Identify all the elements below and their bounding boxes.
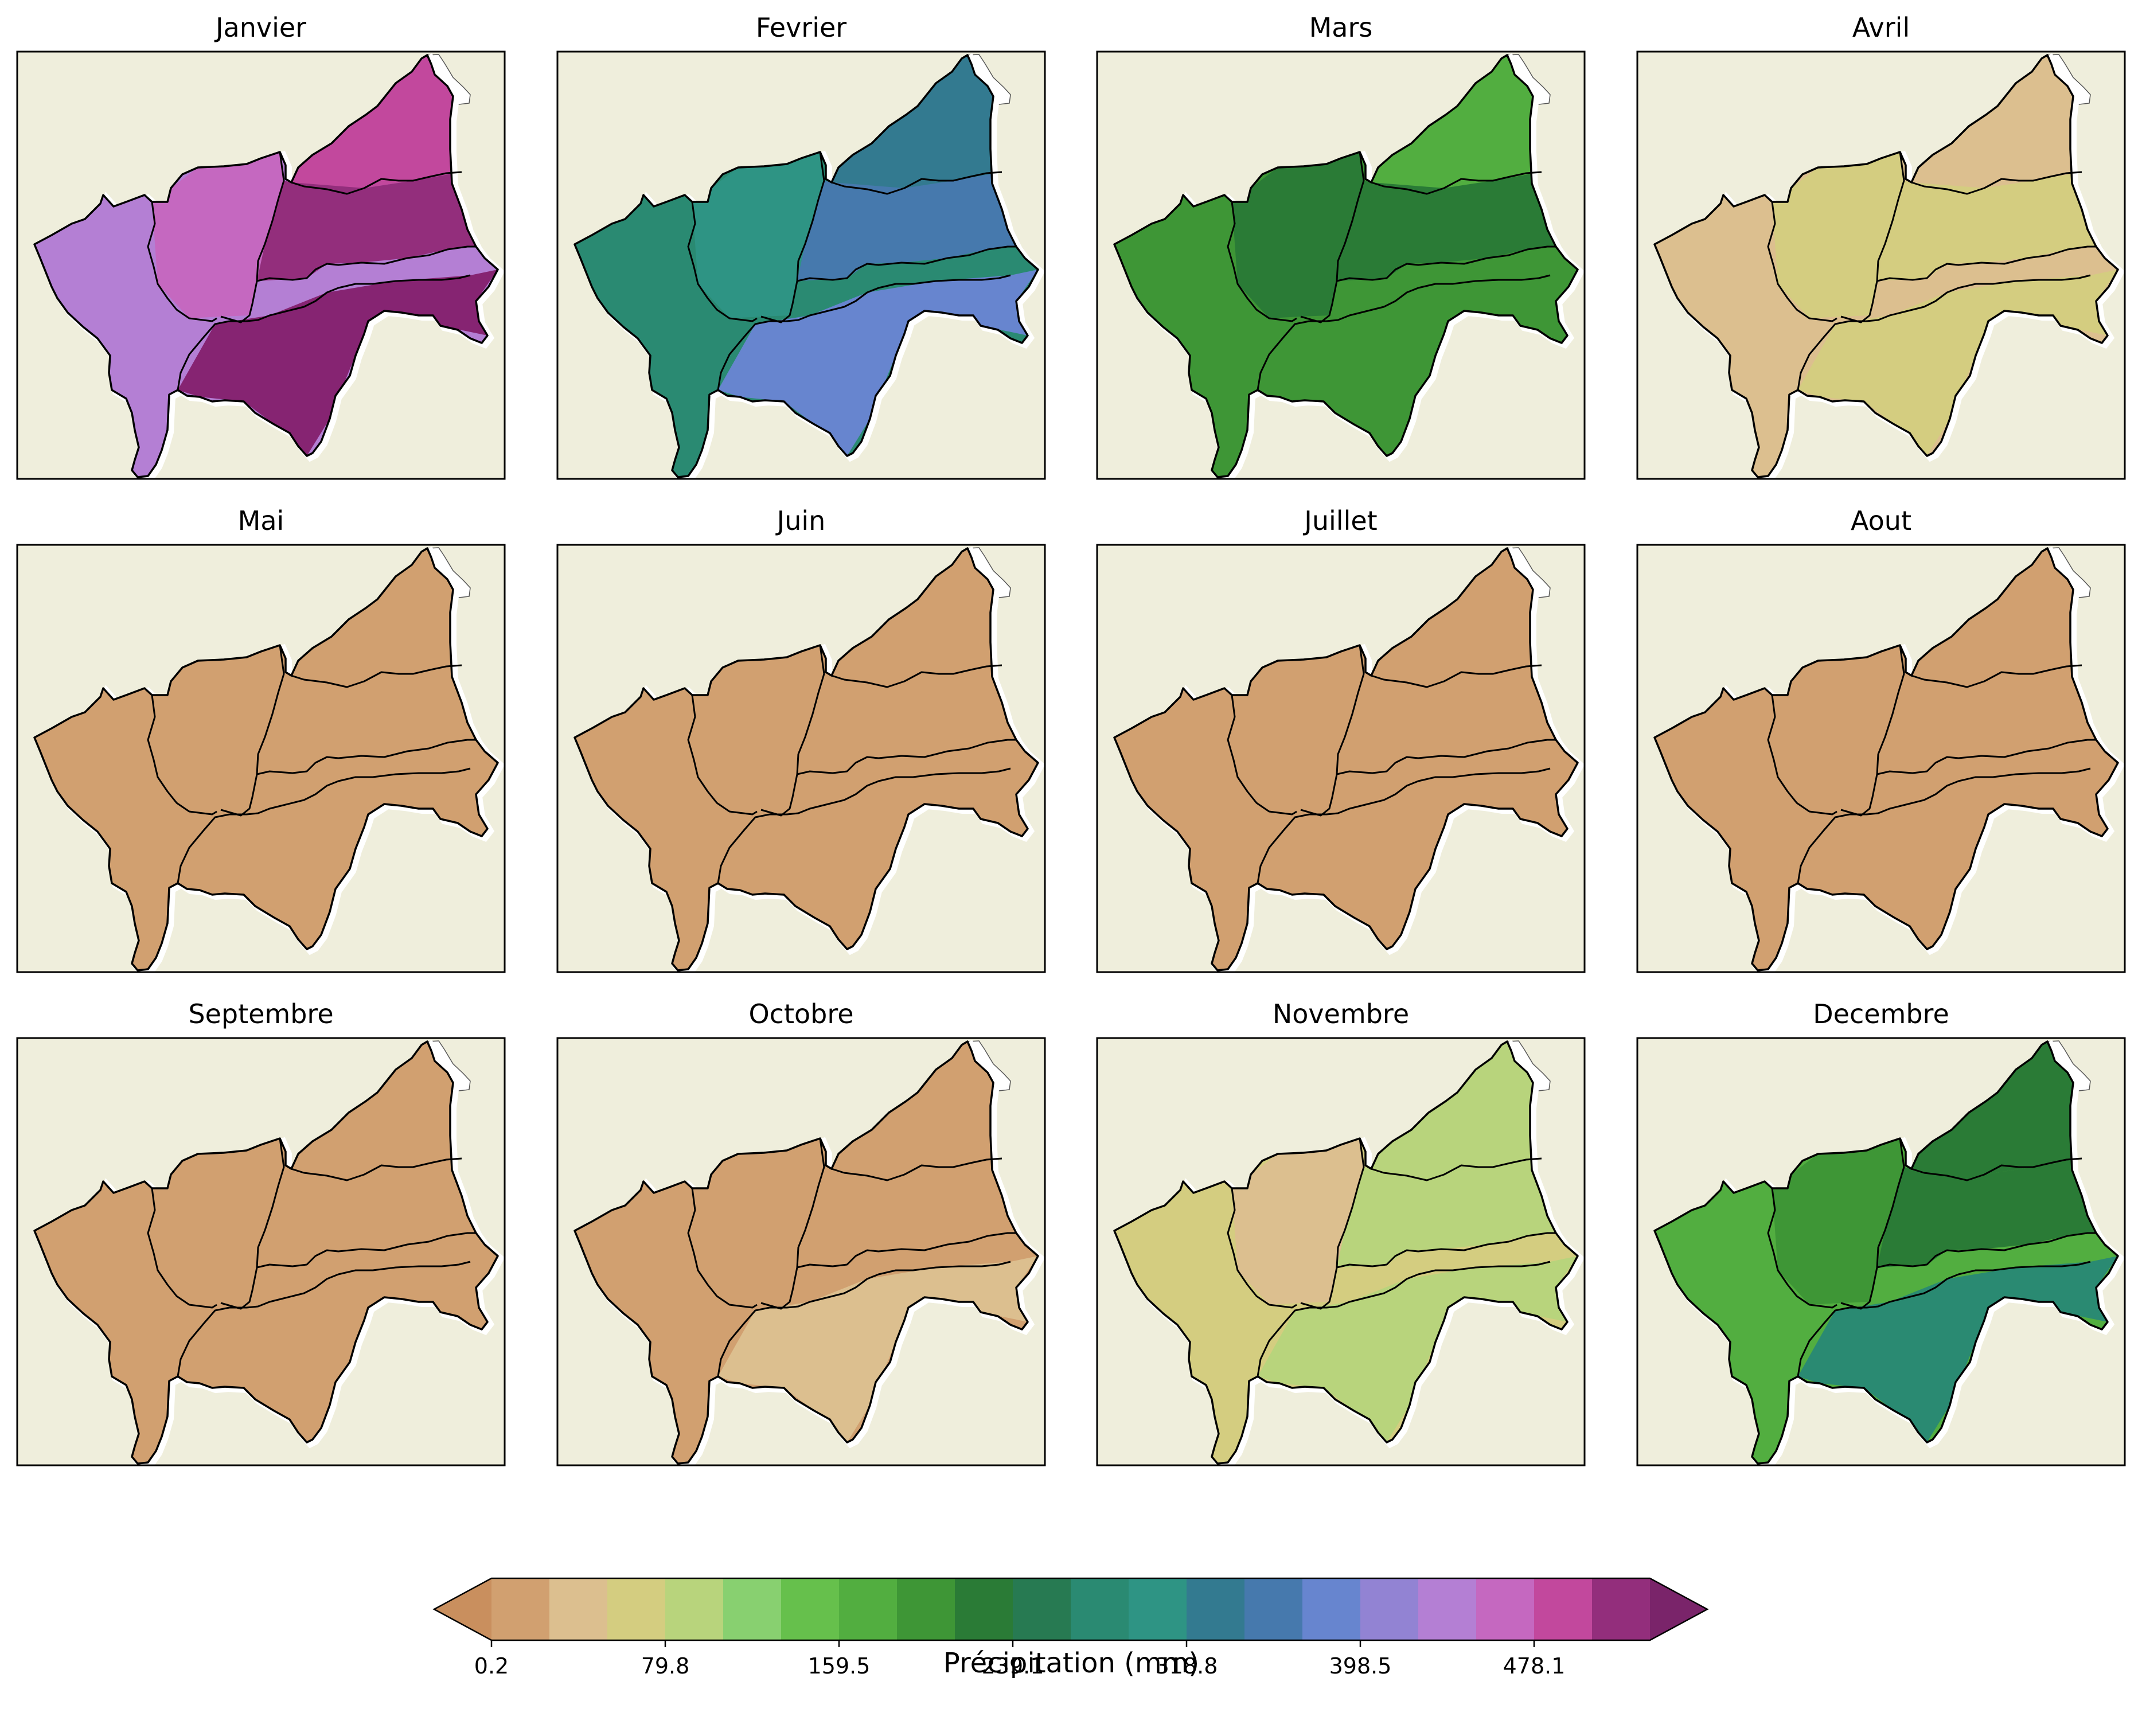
colorbar-segment: [723, 1578, 782, 1640]
colorbar-segment: [955, 1578, 1013, 1640]
map-title-octobre: Octobre: [748, 998, 853, 1029]
colorbar-tick-label: 0.2: [474, 1653, 509, 1679]
map-frame: [556, 544, 1046, 973]
colorbar-extend-high: [1650, 1578, 1707, 1640]
map-title-mai: Mai: [238, 505, 284, 536]
colorbar-tick-label: 79.8: [641, 1653, 690, 1679]
colorbar-segments: [432, 1577, 1709, 1641]
map-title-avril: Avril: [1852, 12, 1910, 43]
colorbar-segment: [665, 1578, 724, 1640]
colorbar: 0.2 79.8 159.5 239.1 318.8 398.5 478.1 Précipi…: [432, 1577, 1709, 1679]
map-title-decembre: Decembre: [1813, 998, 1949, 1029]
map-panel-avril: Avril: [1636, 12, 2126, 480]
colorbar-segment: [1592, 1578, 1651, 1640]
map-title-mars: Mars: [1309, 12, 1373, 43]
colorbar-segment: [1244, 1578, 1303, 1640]
colorbar-segment: [1418, 1578, 1477, 1640]
map-frame: [1636, 1037, 2126, 1466]
map-title-aout: Aout: [1851, 505, 1911, 536]
map-frame: [16, 50, 506, 480]
map-panel-octobre: Octobre: [556, 998, 1046, 1466]
colorbar-segment: [781, 1578, 840, 1640]
colorbar-segment: [1013, 1578, 1071, 1640]
colorbar-segment: [549, 1578, 608, 1640]
map-panel-novembre: Novembre: [1096, 998, 1586, 1466]
colorbar-ticks: 0.2 79.8 159.5 239.1 318.8 398.5 478.1: [474, 1640, 1566, 1679]
map-title-fevrier: Fevrier: [756, 12, 846, 43]
colorbar-segment: [1476, 1578, 1535, 1640]
map-frame: [1096, 1037, 1586, 1466]
map-frame: [16, 1037, 506, 1466]
map-panel-juillet: Juillet: [1096, 505, 1586, 973]
map-frame: [556, 1037, 1046, 1466]
colorbar-segment: [1071, 1578, 1129, 1640]
map-panel-mars: Mars: [1096, 12, 1586, 480]
map-panel-aout: Aout: [1636, 505, 2126, 973]
colorbar-segment: [1302, 1578, 1361, 1640]
colorbar-segment: [1534, 1578, 1593, 1640]
map-frame: [1636, 544, 2126, 973]
map-title-juin: Juin: [775, 505, 826, 536]
colorbar-segment: [1187, 1578, 1245, 1640]
colorbar-label: Précipitation (mm): [943, 1647, 1199, 1679]
colorbar-segment: [897, 1578, 955, 1640]
map-frame: [1636, 50, 2126, 480]
colorbar-tick-label: 478.1: [1503, 1653, 1566, 1679]
map-frame: [16, 544, 506, 973]
map-panel-fevrier: Fevrier: [556, 12, 1046, 480]
colorbar-tick-label: 239.1: [982, 1653, 1044, 1679]
map-panel-decembre: Decembre: [1636, 998, 2126, 1466]
map-panel-mai: Mai: [16, 505, 506, 973]
map-frame: [556, 50, 1046, 480]
map-title-janvier: Janvier: [214, 12, 306, 43]
colorbar-segment: [1129, 1578, 1187, 1640]
map-panel-septembre: Septembre: [16, 998, 506, 1466]
map-frame: [1096, 50, 1586, 480]
colorbar-tick-label: 318.8: [1156, 1653, 1218, 1679]
colorbar-tick-label: 398.5: [1329, 1653, 1392, 1679]
map-title-septembre: Septembre: [188, 998, 333, 1029]
colorbar-segment: [491, 1578, 550, 1640]
map-title-novembre: Novembre: [1273, 998, 1409, 1029]
colorbar-tick-label: 159.5: [808, 1653, 871, 1679]
colorbar-extend-low: [434, 1578, 491, 1640]
map-title-juillet: Juillet: [1302, 505, 1377, 536]
colorbar-segment: [607, 1578, 666, 1640]
map-frame: [1096, 544, 1586, 973]
map-panel-janvier: Janvier: [16, 12, 506, 480]
colorbar-segment: [839, 1578, 898, 1640]
colorbar-segment: [1360, 1578, 1419, 1640]
map-panel-juin: Juin: [556, 505, 1046, 973]
